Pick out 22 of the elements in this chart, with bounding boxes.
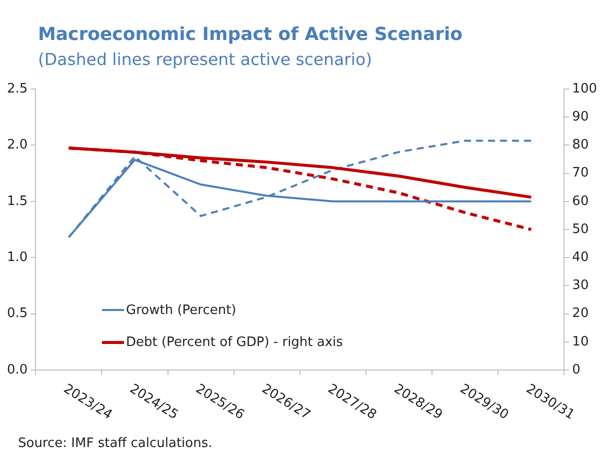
y2-tick-label: 90 (572, 109, 589, 124)
y2-tick-label: 0 (572, 362, 580, 378)
y2-tick-label: 10 (572, 334, 589, 350)
legend-label: Growth (Percent) (126, 302, 236, 318)
y2-tick-label: 30 (572, 278, 589, 294)
chart-subtitle: (Dashed lines represent active scenario) (38, 50, 372, 69)
y-tick-label: 2.0 (6, 138, 28, 153)
y2-tick-label: 80 (572, 138, 589, 153)
chart-title: Macroeconomic Impact of Active Scenario (38, 24, 463, 45)
y2-tick-label: 50 (572, 222, 589, 237)
y-tick-label: 0.5 (6, 306, 28, 322)
y-tick-label: 0.0 (6, 362, 28, 378)
y2-tick-label: 100 (572, 81, 598, 96)
source-note: Source: IMF staff calculations. (18, 436, 212, 451)
y-tick-label: 1.0 (6, 250, 28, 265)
legend-label: Debt (Percent of GDP) - right axis (126, 334, 343, 350)
y2-tick-label: 20 (572, 306, 589, 322)
y-tick-label: 1.5 (6, 194, 28, 209)
y2-tick-label: 60 (572, 194, 589, 209)
y-tick-label: 2.5 (6, 81, 28, 96)
y2-tick-label: 70 (572, 166, 589, 181)
y2-tick-label: 40 (572, 250, 589, 265)
